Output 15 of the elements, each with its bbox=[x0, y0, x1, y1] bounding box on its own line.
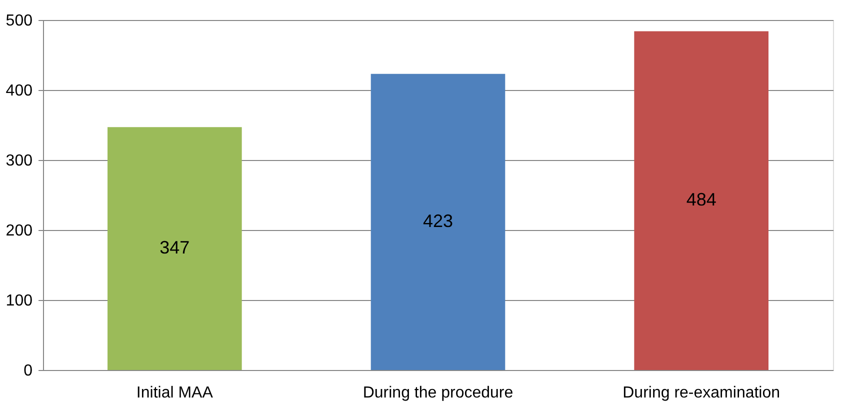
y-tick-label: 300 bbox=[6, 152, 33, 170]
x-tick-label: Initial MAA bbox=[136, 384, 214, 402]
bar bbox=[634, 31, 768, 370]
y-tick-label: 500 bbox=[6, 12, 33, 30]
y-tick-label: 100 bbox=[6, 292, 33, 310]
y-tick-label: 400 bbox=[6, 82, 33, 100]
x-tick-label: During re-examination bbox=[622, 384, 780, 402]
data-label: 347 bbox=[160, 238, 190, 258]
data-label: 423 bbox=[422, 210, 454, 231]
y-tick-label: 200 bbox=[6, 222, 33, 240]
data-label: 484 bbox=[686, 190, 716, 210]
y-tick-label: 0 bbox=[24, 362, 33, 380]
x-tick-label: During the procedure bbox=[362, 384, 514, 402]
bar bbox=[108, 127, 242, 370]
bar bbox=[370, 74, 506, 370]
